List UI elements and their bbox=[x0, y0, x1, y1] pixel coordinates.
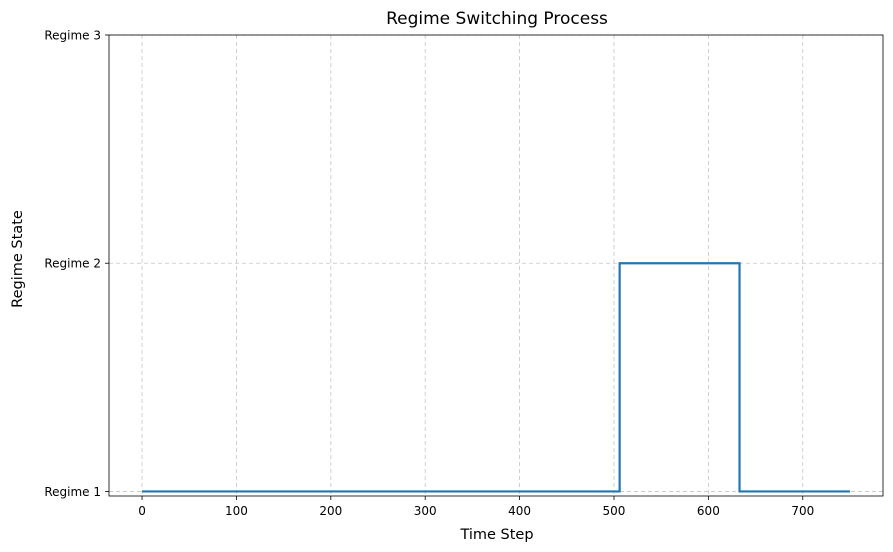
plot-frame bbox=[108, 34, 884, 497]
x-tick-label: 0 bbox=[138, 504, 146, 518]
y-tick-label: Regime 2 bbox=[44, 257, 101, 271]
y-tick-label: Regime 1 bbox=[44, 485, 101, 499]
x-tick-label: 600 bbox=[697, 504, 720, 518]
y-tick-label: Regime 3 bbox=[44, 29, 101, 43]
x-tick-label: 300 bbox=[414, 504, 437, 518]
x-axis-label: Time Step bbox=[459, 527, 533, 543]
x-axis-ticks: 0 100 200 300 400 500 600 700 bbox=[138, 496, 814, 518]
chart-title: Regime Switching Process bbox=[386, 9, 608, 29]
x-tick-label: 400 bbox=[508, 504, 531, 518]
x-tick-label: 500 bbox=[603, 504, 626, 518]
y-axis-label: Regime State bbox=[10, 210, 26, 308]
y-axis-ticks: Regime 1 Regime 2 Regime 3 bbox=[44, 29, 109, 499]
x-tick-label: 200 bbox=[319, 504, 342, 518]
series-layer bbox=[142, 262, 850, 493]
regime-series-line bbox=[142, 262, 850, 493]
x-tick-label: 700 bbox=[791, 504, 814, 518]
x-tick-label: 100 bbox=[225, 504, 248, 518]
